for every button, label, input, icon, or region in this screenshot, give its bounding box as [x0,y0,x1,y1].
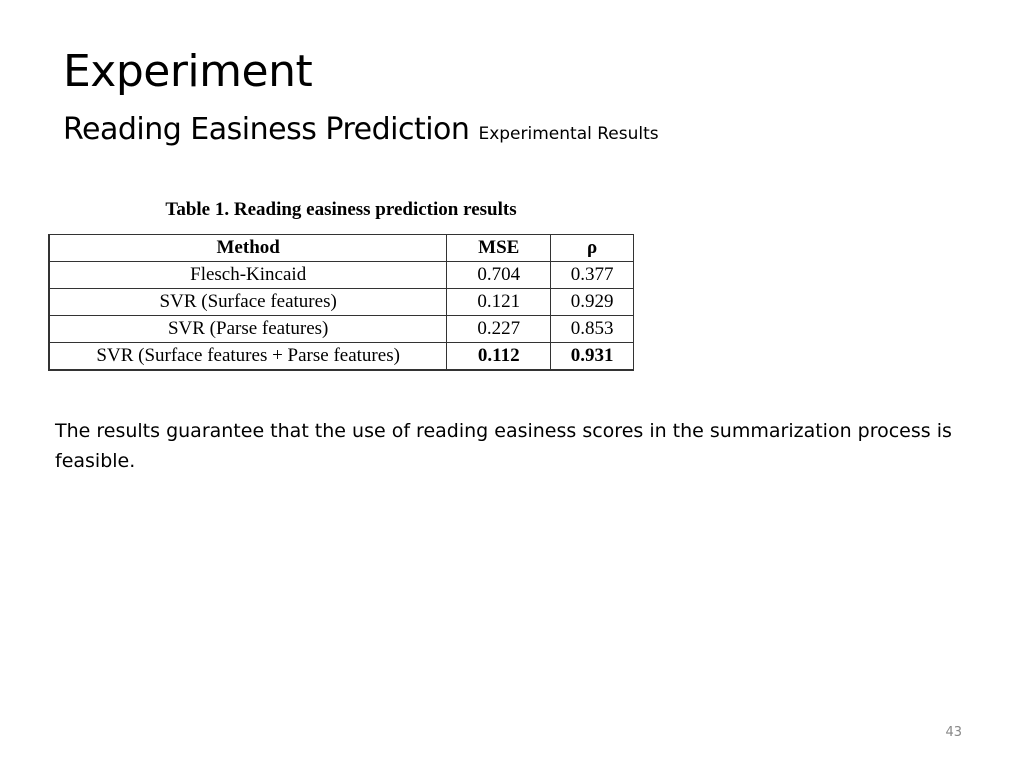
header-rho: ρ [550,234,634,262]
cell-method: SVR (Surface features) [48,288,448,316]
page-number: 43 [945,725,962,740]
table-row: SVR (Parse features) 0.227 0.853 [48,315,634,343]
cell-rho: 0.931 [550,342,634,371]
cell-mse: 0.112 [446,342,552,371]
slide-subtitle: Reading Easiness Prediction Experimental… [63,110,659,154]
cell-rho: 0.929 [550,288,634,316]
cell-method: Flesch-Kincaid [48,261,448,289]
header-mse: MSE [446,234,552,262]
subtitle-small: Experimental Results [478,124,659,144]
cell-mse: 0.121 [446,288,552,316]
table-row: Flesch-Kincaid 0.704 0.377 [48,261,634,289]
subtitle-main: Reading Easiness Prediction [63,112,470,147]
cell-mse: 0.704 [446,261,552,289]
cell-mse: 0.227 [446,315,552,343]
cell-method: SVR (Parse features) [48,315,448,343]
cell-rho: 0.377 [550,261,634,289]
table-header-row: Method MSE ρ [48,234,634,262]
table-row: SVR (Surface features) 0.121 0.929 [48,288,634,316]
cell-method: SVR (Surface features + Parse features) [48,342,448,371]
cell-rho: 0.853 [550,315,634,343]
header-method: Method [48,234,448,262]
table-caption: Table 1. Reading easiness prediction res… [165,199,517,220]
body-text: The results guarantee that the use of re… [55,420,952,472]
slide-title: Experiment [63,46,313,97]
results-table: Method MSE ρ Flesch-Kincaid 0.704 0.377 … [48,234,634,371]
table-row: SVR (Surface features + Parse features) … [48,342,634,371]
